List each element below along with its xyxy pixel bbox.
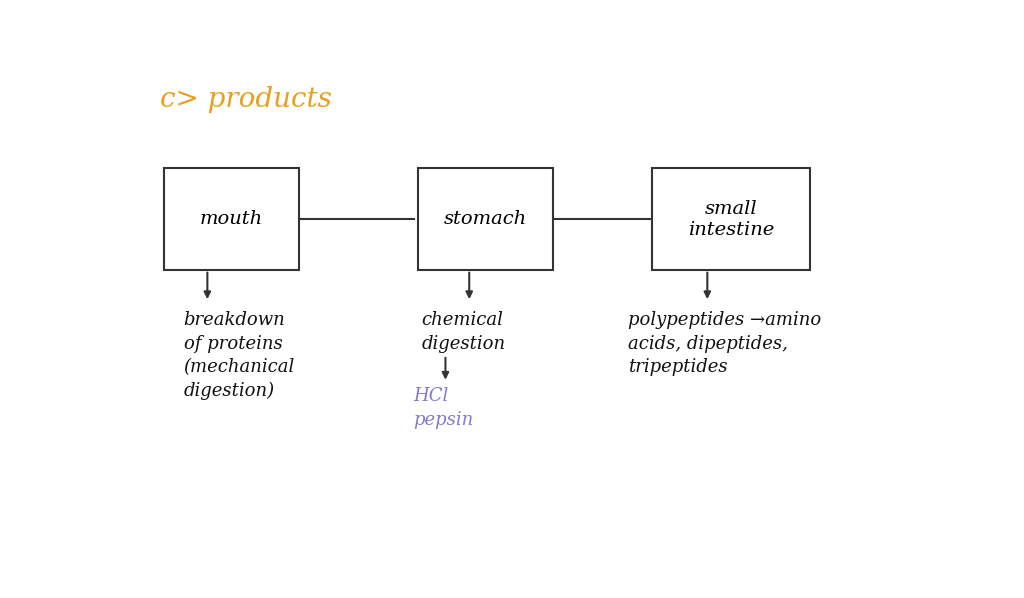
Text: mouth: mouth (200, 210, 263, 228)
Text: stomach: stomach (443, 210, 526, 228)
Text: HCl
pepsin: HCl pepsin (414, 387, 474, 429)
Text: polypeptides →amino
acids, dipeptides,
tripeptides: polypeptides →amino acids, dipeptides, t… (628, 311, 821, 376)
Text: small
intestine: small intestine (688, 200, 774, 239)
Text: c> products: c> products (160, 86, 332, 112)
Text: breakdown
of proteins
(mechanical
digestion): breakdown of proteins (mechanical digest… (183, 311, 295, 400)
Bar (652, 169, 811, 270)
Bar (418, 169, 553, 270)
Bar (164, 169, 299, 270)
Text: chemical
digestion: chemical digestion (422, 311, 506, 353)
